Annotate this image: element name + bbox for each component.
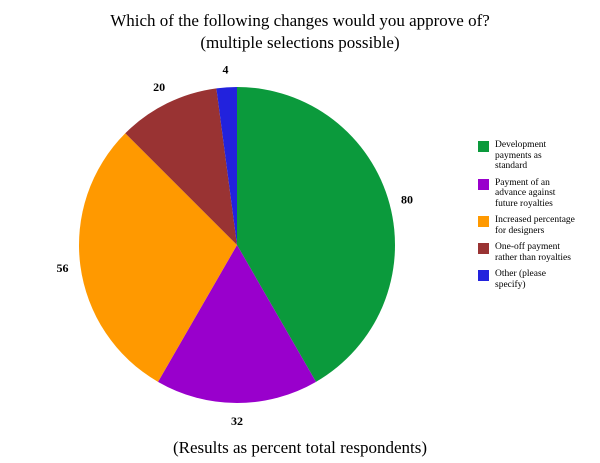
data-label: 20 <box>153 80 165 94</box>
pie-slice <box>237 87 395 382</box>
legend-label: Increased percentage for designers <box>495 215 575 236</box>
chart-subtitle: (multiple selections possible) <box>200 33 399 52</box>
legend-item: Increased percentage for designers <box>478 215 588 236</box>
legend-item: Development payments as standard <box>478 140 588 172</box>
legend-swatch <box>478 270 489 281</box>
legend-swatch <box>478 216 489 227</box>
data-label: 80 <box>401 192 413 206</box>
data-label: 56 <box>57 261 69 275</box>
legend-label: One-off payment rather than royalties <box>495 242 571 263</box>
chart-note: (Results as percent total respondents) <box>173 438 427 457</box>
pie-slice <box>78 133 237 382</box>
data-label: 32 <box>231 414 243 428</box>
legend-item: One-off payment rather than royalties <box>478 242 588 263</box>
legend-item: Other (please specify) <box>478 269 588 290</box>
legend-swatch <box>478 178 489 190</box>
legend-label: Other (please specify) <box>495 269 546 290</box>
chart-title: Which of the following changes would you… <box>110 11 490 30</box>
pie-slice <box>216 87 237 245</box>
pie-slice <box>158 245 316 403</box>
legend-label: Development payments as standard <box>495 140 547 171</box>
legend-item: Payment of an advance against future roy… <box>478 178 588 210</box>
pie-slice <box>125 88 237 245</box>
legend: Development payments as standard Payment … <box>478 140 588 296</box>
data-label: 4 <box>222 62 228 76</box>
legend-label: Payment of an advance against future roy… <box>495 177 556 209</box>
legend-swatch <box>478 243 489 254</box>
legend-swatch <box>478 141 489 152</box>
